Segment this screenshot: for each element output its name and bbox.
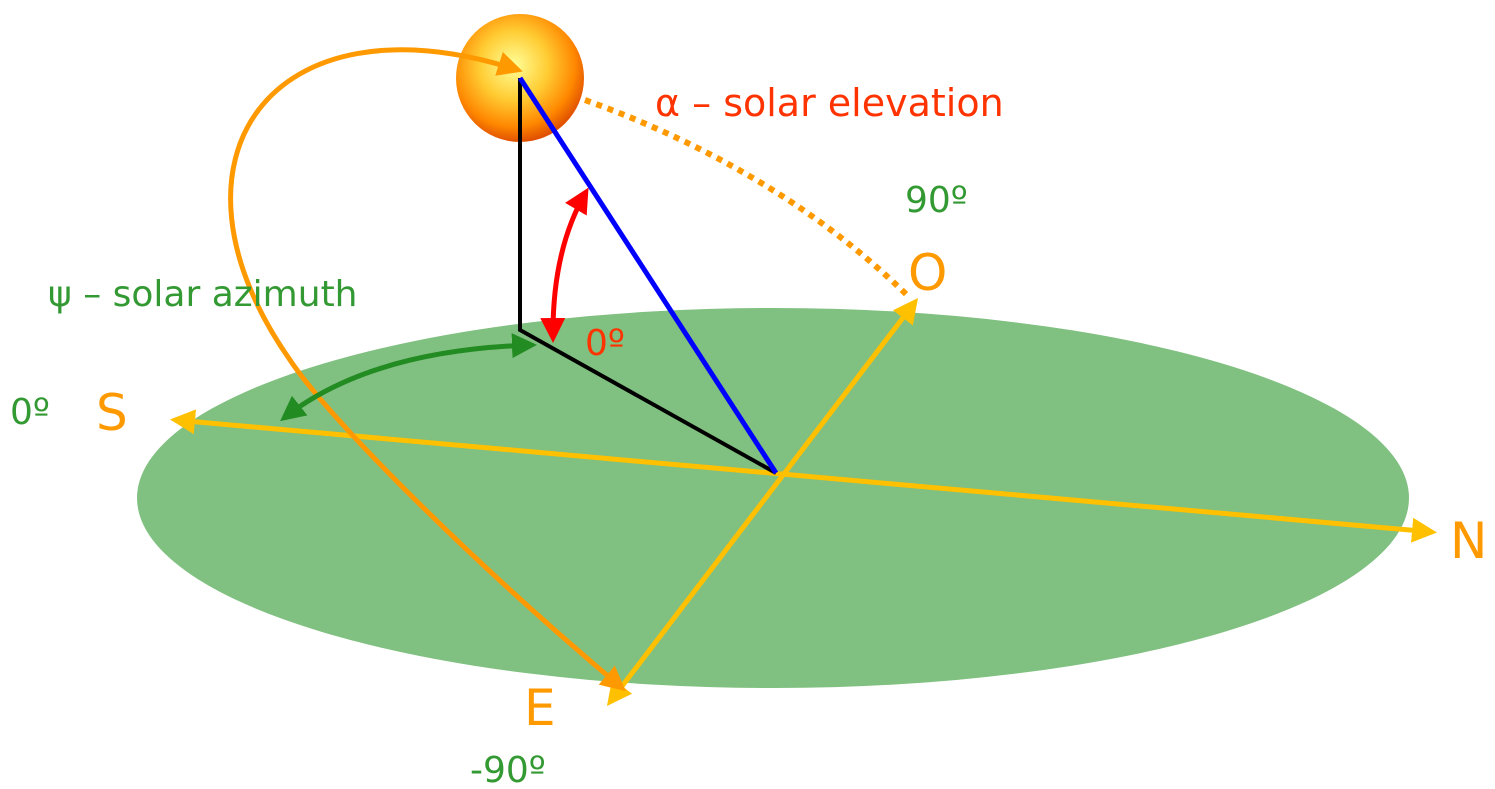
azimuth-label: ψ – solar azimuth	[48, 274, 358, 315]
east-label: E	[524, 679, 556, 737]
elevation-label: α – solar elevation	[655, 81, 1004, 125]
west-east-axis	[606, 298, 919, 706]
south-label: S	[96, 384, 128, 442]
north-label: N	[1450, 512, 1487, 570]
elevation-guide	[583, 97, 913, 301]
east-degree: -90º	[470, 750, 546, 789]
azimuth-arc	[280, 333, 537, 422]
west-label: O	[908, 244, 947, 302]
west-degree: 90º	[905, 180, 968, 221]
ground-plane	[137, 308, 1409, 688]
sun-path	[228, 47, 626, 692]
elevation-arc	[540, 187, 589, 343]
elevation-zero: 0º	[585, 323, 625, 364]
south-degree: 0º	[10, 392, 50, 433]
